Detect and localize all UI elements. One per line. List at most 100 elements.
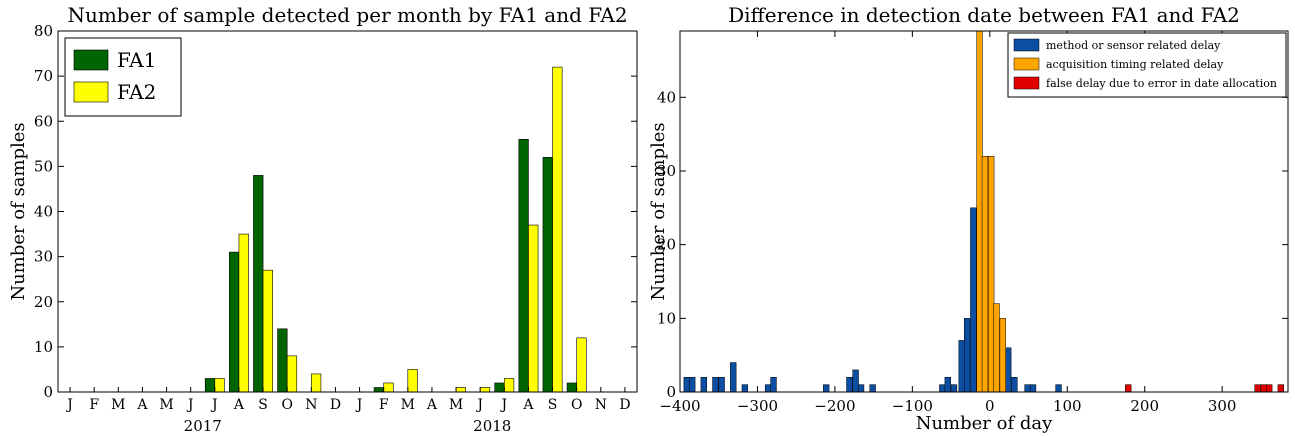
monthly-detection-chart: Number of sample detected per month by F… — [8, 3, 638, 435]
bar-fa2-14 — [407, 369, 418, 393]
histogram-bar-series-0-14 — [939, 384, 946, 393]
legend-swatch-2 — [1013, 76, 1040, 90]
histogram-bar-series-0-11 — [852, 369, 859, 393]
bar-fa2-16 — [455, 387, 466, 393]
histogram-bar-series-0-23 — [1029, 384, 1037, 393]
month-label: A — [522, 397, 534, 413]
year-label: 2017 — [184, 417, 222, 435]
histogram-bar-series-1-3 — [993, 303, 1000, 393]
month-label: M — [111, 397, 125, 413]
month-label: J — [475, 397, 483, 413]
detection-delay-histogram: Difference in detection date between FA1… — [650, 3, 1289, 434]
y-tick-label: 20 — [34, 293, 53, 311]
histogram-bar-series-2-2 — [1260, 384, 1267, 393]
histogram-bar-series-0-17 — [958, 340, 965, 393]
month-label: J — [65, 397, 73, 413]
histogram-bar-series-0-24 — [1055, 384, 1062, 393]
month-label: N — [305, 397, 317, 413]
histogram-bar-series-1-1 — [981, 155, 989, 393]
histogram-bar-series-0-1 — [689, 377, 696, 393]
legend-swatch-0 — [1013, 38, 1040, 52]
histogram-bar-series-0-2 — [700, 377, 707, 393]
y-tick-label: 70 — [34, 67, 53, 85]
histogram-bar-series-0-12 — [857, 384, 865, 393]
bar-fa2-20 — [552, 66, 563, 393]
histogram-bar-series-2-3 — [1266, 384, 1273, 393]
month-label: D — [330, 397, 341, 413]
histogram-bar-series-0-8 — [770, 377, 777, 393]
histogram-bar-series-0-6 — [741, 384, 749, 393]
y-tick-label: 40 — [657, 88, 676, 106]
histogram-bar-series-2-1 — [1254, 384, 1261, 393]
histogram-bar-series-0-21 — [1011, 377, 1018, 393]
y-tick-label: 30 — [657, 162, 676, 180]
bar-fa2-6 — [214, 378, 225, 393]
bar-fa1-7 — [229, 251, 240, 393]
histogram-bar-series-0-0 — [683, 377, 690, 393]
bar-fa1-8 — [253, 175, 264, 393]
bar-fa2-21 — [576, 337, 587, 393]
histogram-bar-series-0-3 — [712, 377, 719, 393]
y-tick-label: 20 — [657, 236, 676, 254]
legend-label-1: acquisition timing related delay — [1046, 58, 1224, 71]
y-axis-label: Number of samples — [8, 122, 29, 300]
histogram-bar-series-0-10 — [846, 377, 853, 393]
month-label: A — [136, 397, 148, 413]
bar-fa1-19 — [518, 139, 529, 393]
month-label: N — [595, 397, 607, 413]
histogram-bar-series-0-5 — [730, 362, 737, 393]
bar-fa2-9 — [286, 355, 298, 393]
histogram-bar-series-1-2 — [988, 155, 995, 393]
legend-swatch-fa1 — [73, 49, 109, 71]
histogram-bar-series-0-13 — [869, 384, 876, 393]
legend-box — [1007, 32, 1287, 98]
histogram-bar-series-1-0 — [976, 30, 983, 393]
month-label: A — [233, 397, 245, 413]
month-label: J — [210, 397, 218, 413]
histogram-bar-series-1-4 — [999, 318, 1006, 393]
month-label: M — [401, 397, 415, 413]
legend-swatch-fa2 — [73, 81, 109, 103]
y-tick-label: 40 — [34, 203, 53, 221]
legend-label-fa1: FA1 — [117, 48, 156, 72]
histogram-bar-series-0-20 — [1005, 347, 1012, 393]
x-tick-label: 0 — [985, 397, 995, 415]
month-label: M — [159, 397, 173, 413]
legend-swatch-1 — [1013, 57, 1040, 71]
bar-fa2-10 — [311, 373, 322, 393]
x-tick-label: 100 — [1053, 397, 1082, 415]
month-label: S — [548, 397, 558, 413]
y-tick-label: 0 — [43, 383, 53, 401]
bar-fa2-19 — [528, 224, 539, 393]
bar-fa2-7 — [238, 233, 249, 393]
histogram-bar-series-2-0 — [1125, 384, 1132, 393]
histogram-bar-series-0-16 — [950, 384, 958, 393]
month-label: S — [258, 397, 268, 413]
y-tick-label: 50 — [34, 157, 53, 175]
chart-title: Number of sample detected per month by F… — [67, 3, 627, 27]
plot-frame — [57, 30, 638, 393]
bar-fa1-18 — [494, 382, 505, 393]
month-label: O — [281, 397, 292, 413]
month-label: J — [186, 397, 194, 413]
bar-fa2-17 — [479, 387, 491, 393]
y-tick-label: 60 — [34, 112, 53, 130]
bar-fa1-6 — [204, 378, 216, 393]
plot-frame — [679, 30, 1289, 393]
chart-title: Difference in detection date between FA1… — [728, 3, 1240, 27]
x-tick-label: −400 — [659, 397, 700, 415]
x-tick-label: −200 — [814, 397, 855, 415]
x-axis-label: Number of day — [916, 413, 1053, 434]
x-tick-label: 300 — [1208, 397, 1237, 415]
month-label: A — [426, 397, 438, 413]
y-tick-label: 80 — [34, 22, 53, 40]
month-label: J — [355, 397, 363, 413]
histogram-bar-series-0-9 — [823, 384, 830, 393]
bar-fa1-20 — [542, 157, 553, 393]
histogram-bar-series-0-22 — [1024, 384, 1031, 393]
legend-label-0: method or sensor related delay — [1046, 39, 1221, 52]
month-label: F — [89, 397, 99, 413]
histogram-bar-series-0-7 — [764, 384, 772, 393]
x-tick-label: −100 — [892, 397, 933, 415]
bar-fa1-21 — [566, 382, 577, 393]
